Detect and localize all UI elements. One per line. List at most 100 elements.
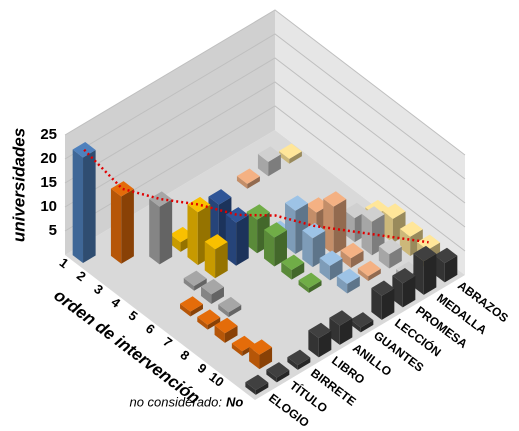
bar-left-face: [187, 204, 198, 266]
bar-top: [278, 143, 302, 159]
bar: [336, 268, 360, 294]
bar-left-face: [110, 188, 122, 264]
bar-front-face: [247, 176, 260, 189]
bar-front-face: [339, 318, 353, 345]
y-tick-label: 25: [40, 126, 57, 143]
y-axis-label: universidades: [9, 128, 28, 242]
x-tick-label: 4: [108, 294, 123, 311]
bar-left-face: [319, 258, 330, 281]
bar-front-face: [291, 262, 305, 280]
bar-top: [413, 245, 437, 262]
bar-front-face: [268, 154, 281, 177]
bar-top: [218, 296, 242, 313]
bar-left-face: [218, 304, 229, 318]
bar-left-face: [340, 250, 351, 268]
bar-left-face: [231, 343, 243, 356]
bar-top: [382, 203, 406, 219]
bar-front-face: [121, 189, 134, 264]
x-tick-label: 9: [195, 360, 210, 376]
bar-top: [306, 197, 329, 213]
y-tick-label: 20: [40, 150, 57, 167]
bar: [266, 362, 290, 383]
bar: [323, 191, 347, 255]
bar-top: [371, 280, 395, 296]
bar-top: [180, 296, 203, 312]
bar-top: [266, 362, 290, 378]
bar: [201, 278, 224, 304]
bar-front-face: [318, 330, 332, 358]
bar-top: [308, 322, 332, 339]
bar-front-face: [207, 317, 221, 330]
bar-left-face: [249, 346, 260, 370]
bar-top: [183, 270, 207, 286]
bar-left-face: [266, 369, 277, 383]
bar-top: [336, 268, 360, 284]
bar: [183, 270, 207, 291]
bar-top: [357, 260, 381, 277]
bar-top: [257, 146, 281, 162]
bar-left-face: [180, 303, 191, 317]
x-tick-label: 6: [143, 321, 158, 337]
bar-top: [344, 202, 368, 219]
bar-top: [319, 250, 343, 266]
bar: [225, 207, 249, 266]
bar-front-face: [333, 199, 347, 255]
grid-line: [64, 9, 466, 156]
bar-left-face: [371, 287, 382, 320]
bar-left-face: [357, 268, 369, 281]
bar-top: [323, 191, 347, 207]
bar-top: [149, 191, 173, 207]
bar-front-face: [83, 149, 96, 264]
bar-front-face: [276, 370, 290, 383]
bar: [218, 296, 242, 318]
bar: [329, 310, 353, 345]
bar-front-face: [308, 280, 322, 293]
bar-top: [225, 207, 249, 223]
bar: [180, 296, 203, 317]
bar-front-face: [255, 382, 269, 395]
right-wall: [275, 10, 465, 275]
bar-left-face: [336, 275, 348, 294]
bar: [204, 234, 228, 279]
bar: [308, 322, 332, 358]
bar-top: [208, 189, 232, 205]
y-tick-label: 5: [49, 222, 57, 239]
bar-left-face: [329, 317, 340, 345]
x-tick-label: 8: [178, 347, 193, 363]
bar-top: [281, 254, 305, 271]
bar-front-face: [259, 347, 273, 370]
bar-top: [214, 317, 238, 334]
bar: [340, 242, 364, 268]
bar-left-face: [413, 253, 424, 295]
bar-left-face: [225, 214, 237, 266]
bar-top: [204, 234, 228, 250]
bar-left-face: [308, 330, 319, 358]
annotation: no considerado:: [129, 394, 222, 409]
bar-left-face: [361, 213, 372, 256]
bar-top: [329, 310, 353, 326]
bar: [278, 143, 302, 164]
bar-left-face: [204, 241, 216, 279]
bar-front-face: [381, 288, 395, 320]
bar-left-face: [298, 280, 309, 293]
bar-top: [110, 181, 134, 197]
bar: [245, 374, 269, 395]
bar-left-face: [350, 319, 361, 333]
bar-left-face: [302, 230, 313, 268]
bar-left-face: [382, 210, 393, 243]
annotation-value: No: [226, 394, 243, 409]
grid-line: [64, 81, 466, 228]
bar-top: [361, 206, 385, 222]
bar-left-face: [287, 357, 298, 370]
bar-front-face: [215, 241, 228, 279]
bar-top: [340, 242, 364, 259]
bar: [378, 238, 402, 269]
bar-top: [201, 278, 224, 295]
bar-top: [245, 374, 269, 391]
bar-front-face: [274, 230, 287, 267]
bar-top: [197, 309, 221, 325]
x-tick-label: 3: [91, 281, 106, 297]
bar-front-face: [402, 275, 416, 308]
bar-top: [236, 168, 260, 184]
